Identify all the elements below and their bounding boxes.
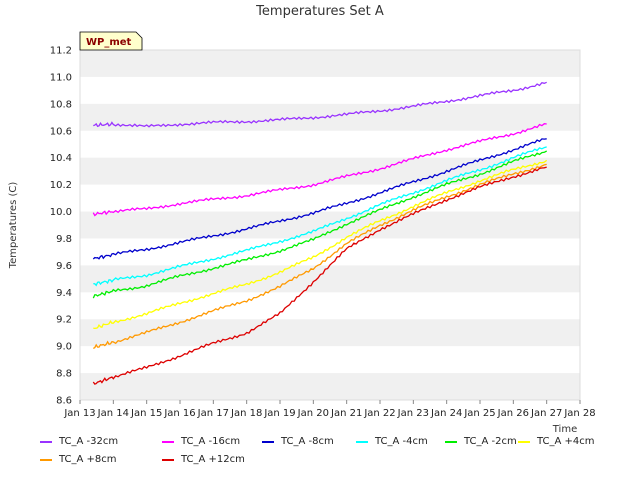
legend-item: TC_A -8cm [262,436,334,447]
series-line-tc-a-4cm [93,146,547,287]
y-tick-label: 9.2 [56,315,72,326]
legend-label: TC_A -32cm [59,436,119,447]
grid-band [80,50,580,77]
legend-item: TC_A -32cm [40,436,118,447]
series-line-tc-a-16cm [92,123,547,217]
grid-band [80,211,580,239]
x-tick-label: Jan 24 [430,408,462,419]
x-tick-label: Jan 16 [163,408,195,419]
y-tick-label: 9.8 [56,234,72,245]
y-tick-label: 11.0 [50,72,72,83]
x-tick-label: Jan 21 [330,408,362,419]
y-tick-label: 8.8 [56,369,72,380]
x-tick-label: Jan 13 [63,408,95,419]
x-tick-label: Jan 26 [497,408,529,419]
legend-swatch [40,458,52,461]
y-tick-label: 9.0 [56,342,72,353]
x-tick-label: Jan 17 [197,408,229,419]
series-line-tc-a-8cm [92,138,547,260]
legend-swatch [445,440,457,443]
legend-label: TC_A -8cm [281,436,334,447]
y-tick-label: 10.2 [50,180,72,191]
legend-swatch [40,440,52,443]
grid-band [80,373,580,400]
annotation-badge [79,31,143,51]
legend-label: TC_A -4cm [375,436,428,447]
series-line-tc-a-4cm [93,159,548,330]
series-line-tc-a-8cm [92,163,547,349]
legend-label: TC_A +12cm [181,454,245,465]
legend-swatch [518,440,530,443]
x-tick-label: Jan 15 [130,408,162,419]
legend-item: TC_A +4cm [518,436,595,447]
y-tick-label: 10.8 [50,99,72,110]
y-tick-label: 11.2 [50,46,72,57]
legend-swatch [162,440,174,443]
x-tick-label: Jan 18 [230,408,262,419]
y-tick-label: 10.6 [50,126,72,137]
legend-item: TC_A -4cm [356,436,428,447]
grid-band [80,319,580,347]
y-tick-label: 8.6 [56,396,72,407]
series-line-tc-a-32cm [93,81,547,128]
y-tick-label: 9.4 [56,288,72,299]
x-tick-label: Jan 14 [97,408,129,419]
x-axis-label: Time [552,424,577,435]
series-line-tc-a-12cm [92,166,547,385]
annotation-label: WP_met [86,37,132,48]
y-axis-label: Temperatures (C) [8,182,19,270]
series-line-tc-a-2cm [92,150,548,299]
y-tick-label: 9.6 [56,261,72,272]
legend-label: TC_A +4cm [537,436,595,447]
legend-item: TC_A -2cm [445,436,517,447]
legend-item: TC_A +12cm [162,454,245,465]
legend-item: TC_A -16cm [162,436,240,447]
grid-band [80,265,580,293]
legend-swatch [262,440,274,443]
x-tick-label: Jan 19 [263,408,295,419]
legend-label: TC_A +8cm [59,454,117,465]
x-tick-label: Jan 25 [463,408,495,419]
legend-swatch [356,440,368,443]
chart-title: Temperatures Set A [255,4,384,19]
x-tick-label: Jan 28 [563,408,595,419]
legend-label: TC_A -16cm [181,436,241,447]
x-tick-label: Jan 20 [297,408,329,419]
x-tick-label: Jan 23 [397,408,429,419]
x-tick-label: Jan 27 [530,408,562,419]
plot-frame [79,49,581,401]
legend-label: TC_A -2cm [464,436,517,447]
x-tick-label: Jan 22 [363,408,395,419]
y-tick-label: 10.4 [50,153,72,164]
y-tick-label: 10.0 [50,207,72,218]
legend-item: TC_A +8cm [40,454,117,465]
legend-swatch [162,458,174,461]
